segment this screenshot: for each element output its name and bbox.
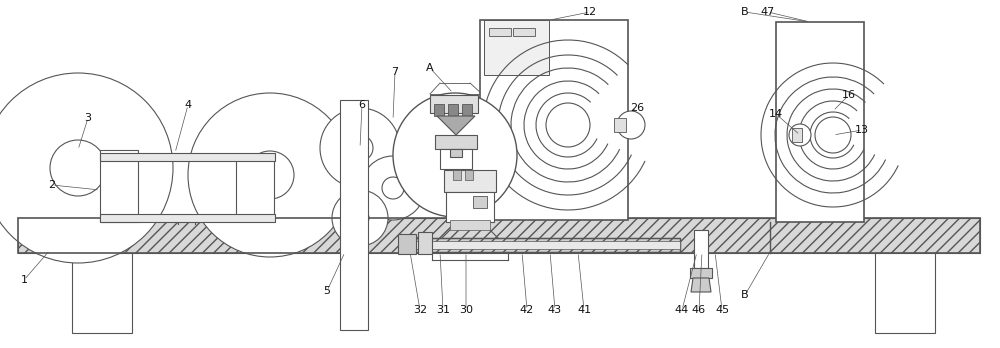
Circle shape — [617, 111, 645, 139]
Bar — [450, 220, 490, 230]
Bar — [18, 218, 980, 253]
Text: 26: 26 — [630, 103, 644, 113]
Text: 14: 14 — [769, 109, 783, 119]
Bar — [484, 20, 549, 75]
Bar — [690, 268, 712, 278]
Text: 44: 44 — [675, 305, 689, 315]
Bar — [453, 170, 461, 180]
Bar — [72, 253, 132, 333]
Circle shape — [332, 190, 388, 246]
Bar — [100, 214, 275, 222]
Circle shape — [361, 156, 425, 220]
Polygon shape — [691, 278, 711, 292]
Bar — [430, 95, 478, 113]
Circle shape — [347, 135, 373, 161]
Bar — [450, 149, 462, 157]
Circle shape — [382, 177, 404, 199]
Text: 45: 45 — [715, 305, 729, 315]
Bar — [614, 118, 626, 132]
Bar — [694, 230, 708, 268]
Bar — [440, 149, 472, 169]
Bar — [462, 104, 472, 116]
Bar — [448, 104, 458, 116]
Bar — [100, 153, 275, 161]
Text: 42: 42 — [520, 305, 534, 315]
Text: 3: 3 — [84, 113, 92, 123]
Bar — [100, 150, 138, 222]
Text: 47: 47 — [761, 7, 775, 17]
Text: 6: 6 — [358, 100, 366, 110]
Circle shape — [0, 73, 173, 263]
Bar — [792, 128, 802, 142]
Bar — [480, 20, 628, 220]
Bar — [398, 234, 416, 254]
Circle shape — [789, 124, 811, 146]
Circle shape — [351, 209, 369, 227]
Circle shape — [546, 103, 590, 147]
Bar — [400, 241, 680, 249]
Text: 2: 2 — [48, 180, 56, 190]
Bar — [418, 232, 432, 254]
Polygon shape — [437, 116, 475, 135]
Circle shape — [50, 140, 106, 196]
Text: 46: 46 — [692, 305, 706, 315]
Bar — [776, 22, 864, 222]
Text: 32: 32 — [413, 305, 427, 315]
Bar — [444, 170, 496, 192]
Text: 1: 1 — [20, 275, 28, 285]
Text: 5: 5 — [324, 286, 330, 296]
Circle shape — [393, 93, 517, 217]
Text: 30: 30 — [459, 305, 473, 315]
Bar — [875, 253, 935, 333]
Text: 16: 16 — [842, 90, 856, 100]
Text: B: B — [741, 7, 749, 17]
Circle shape — [246, 151, 294, 199]
Bar — [18, 218, 980, 253]
Bar — [489, 28, 511, 36]
Text: 41: 41 — [577, 305, 591, 315]
Text: 43: 43 — [548, 305, 562, 315]
Circle shape — [320, 108, 400, 188]
Bar — [236, 158, 274, 220]
Circle shape — [815, 117, 851, 153]
Text: 13: 13 — [855, 125, 869, 135]
Bar — [446, 192, 494, 222]
Bar — [435, 135, 477, 149]
Text: 31: 31 — [436, 305, 450, 315]
Bar — [400, 238, 680, 252]
Text: 4: 4 — [184, 100, 192, 110]
Bar — [473, 196, 487, 208]
Bar — [513, 28, 535, 36]
Bar — [400, 238, 680, 252]
Bar — [465, 170, 473, 180]
Text: B: B — [741, 290, 749, 300]
Circle shape — [188, 93, 352, 257]
Text: 7: 7 — [391, 67, 399, 77]
Text: 12: 12 — [583, 7, 597, 17]
Text: A: A — [426, 63, 434, 73]
Bar — [340, 100, 368, 330]
Bar — [434, 104, 444, 116]
